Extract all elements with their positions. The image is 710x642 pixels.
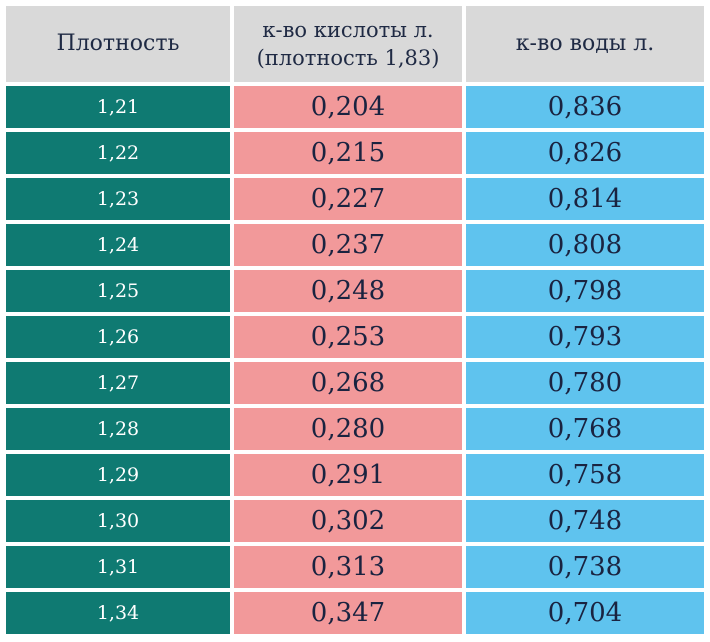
header-density: Плотность bbox=[4, 4, 232, 84]
acid-cell: 0,227 bbox=[232, 176, 464, 222]
water-cell: 0,798 bbox=[464, 268, 706, 314]
acid-cell: 0,291 bbox=[232, 452, 464, 498]
acid-cell: 0,253 bbox=[232, 314, 464, 360]
acid-cell: 0,248 bbox=[232, 268, 464, 314]
density-cell: 1,34 bbox=[4, 590, 232, 636]
density-cell: 1,31 bbox=[4, 544, 232, 590]
header-acid-line2: (плотность 1,83) bbox=[256, 46, 440, 70]
water-cell: 0,814 bbox=[464, 176, 706, 222]
water-cell: 0,738 bbox=[464, 544, 706, 590]
density-cell: 1,24 bbox=[4, 222, 232, 268]
water-cell: 0,780 bbox=[464, 360, 706, 406]
density-cell: 1,30 bbox=[4, 498, 232, 544]
density-cell: 1,26 bbox=[4, 314, 232, 360]
water-cell: 0,758 bbox=[464, 452, 706, 498]
density-cell: 1,28 bbox=[4, 406, 232, 452]
water-cell: 0,748 bbox=[464, 498, 706, 544]
acid-cell: 0,302 bbox=[232, 498, 464, 544]
header-acid: к-во кислоты л. (плотность 1,83) bbox=[232, 4, 464, 84]
header-water: к-во воды л. bbox=[464, 4, 706, 84]
water-cell: 0,704 bbox=[464, 590, 706, 636]
water-cell: 0,768 bbox=[464, 406, 706, 452]
density-cell: 1,25 bbox=[4, 268, 232, 314]
acid-cell: 0,313 bbox=[232, 544, 464, 590]
acid-cell: 0,215 bbox=[232, 130, 464, 176]
water-cell: 0,826 bbox=[464, 130, 706, 176]
water-cell: 0,808 bbox=[464, 222, 706, 268]
acid-cell: 0,280 bbox=[232, 406, 464, 452]
density-cell: 1,27 bbox=[4, 360, 232, 406]
density-cell: 1,29 bbox=[4, 452, 232, 498]
density-cell: 1,23 bbox=[4, 176, 232, 222]
electrolyte-density-table: Плотность к-во кислоты л. (плотность 1,8… bbox=[4, 4, 706, 636]
header-water-label: к-во воды л. bbox=[515, 31, 655, 57]
density-cell: 1,22 bbox=[4, 130, 232, 176]
acid-cell: 0,347 bbox=[232, 590, 464, 636]
density-cell: 1,21 bbox=[4, 84, 232, 130]
acid-cell: 0,268 bbox=[232, 360, 464, 406]
acid-cell: 0,237 bbox=[232, 222, 464, 268]
water-cell: 0,836 bbox=[464, 84, 706, 130]
water-cell: 0,793 bbox=[464, 314, 706, 360]
header-acid-line1: к-во кислоты л. bbox=[262, 17, 434, 42]
header-density-label: Плотность bbox=[56, 31, 180, 57]
acid-cell: 0,204 bbox=[232, 84, 464, 130]
